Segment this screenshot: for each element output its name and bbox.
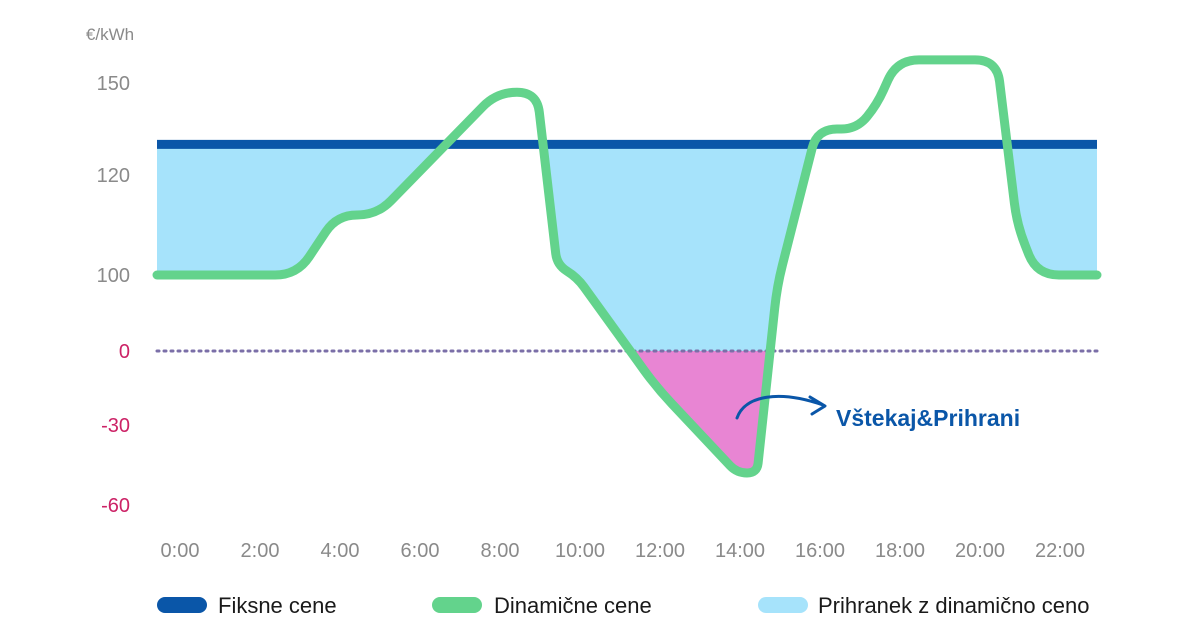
- annotation-arrow-icon: [735, 394, 827, 420]
- y-axis-unit-label: €/kWh: [86, 25, 134, 44]
- dynamic-price-line: [152, 55, 1102, 478]
- annotation-label: Vštekaj&Prihrani: [836, 405, 1020, 431]
- y-tick-label: -60: [101, 495, 130, 517]
- y-axis-ticks: 150 120 100 0 -30 -60: [97, 73, 130, 517]
- legend-label: Prihranek z dinamično ceno: [818, 593, 1089, 618]
- y-tick-label: -30: [101, 415, 130, 437]
- x-tick-label: 22:00: [1035, 540, 1085, 562]
- x-tick-label: 6:00: [401, 540, 440, 562]
- x-tick-label: 14:00: [715, 540, 765, 562]
- x-tick-label: 0:00: [161, 540, 200, 562]
- x-tick-label: 16:00: [795, 540, 845, 562]
- x-tick-label: 8:00: [481, 540, 520, 562]
- x-tick-label: 4:00: [321, 540, 360, 562]
- x-tick-label: 20:00: [955, 540, 1005, 562]
- legend-label: Dinamične cene: [494, 593, 652, 618]
- x-tick-label: 18:00: [875, 540, 925, 562]
- annotation: Vštekaj&Prihrani: [735, 394, 1020, 431]
- legend-label: Fiksne cene: [218, 593, 337, 618]
- x-axis-ticks: 0:00 2:00 4:00 6:00 8:00 10:00 12:00 14:00 16:00…: [161, 540, 1086, 562]
- y-tick-label: 120: [97, 165, 130, 187]
- x-tick-label: 10:00: [555, 540, 605, 562]
- x-tick-label: 2:00: [241, 540, 280, 562]
- legend: Fiksne cene Dinamične cene Prihranek z din…: [157, 593, 1089, 618]
- y-tick-label: 100: [97, 265, 130, 287]
- y-tick-label: 0: [119, 341, 130, 363]
- y-tick-label: 150: [97, 73, 130, 95]
- x-tick-label: 12:00: [635, 540, 685, 562]
